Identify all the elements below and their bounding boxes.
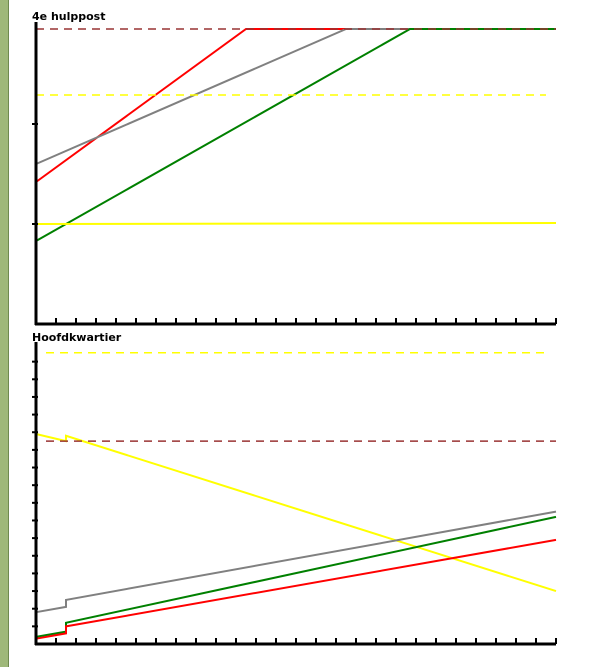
chart0-series-line-0 xyxy=(35,28,556,183)
chart1-series-line-1 xyxy=(35,510,557,614)
chart0-series-line-3 xyxy=(35,222,557,225)
chart-title-hoofdkwartier: Hoofdkwartier xyxy=(32,331,122,344)
chart0-series-line-2 xyxy=(35,28,556,242)
chart-title-4e-hulppost: 4e hulppost xyxy=(32,10,106,23)
chart1-series-line-0 xyxy=(35,433,557,593)
chart0-series-line-1 xyxy=(35,28,556,165)
left-sidebar-edge xyxy=(0,0,9,667)
chart1-series-line-3 xyxy=(35,538,557,640)
